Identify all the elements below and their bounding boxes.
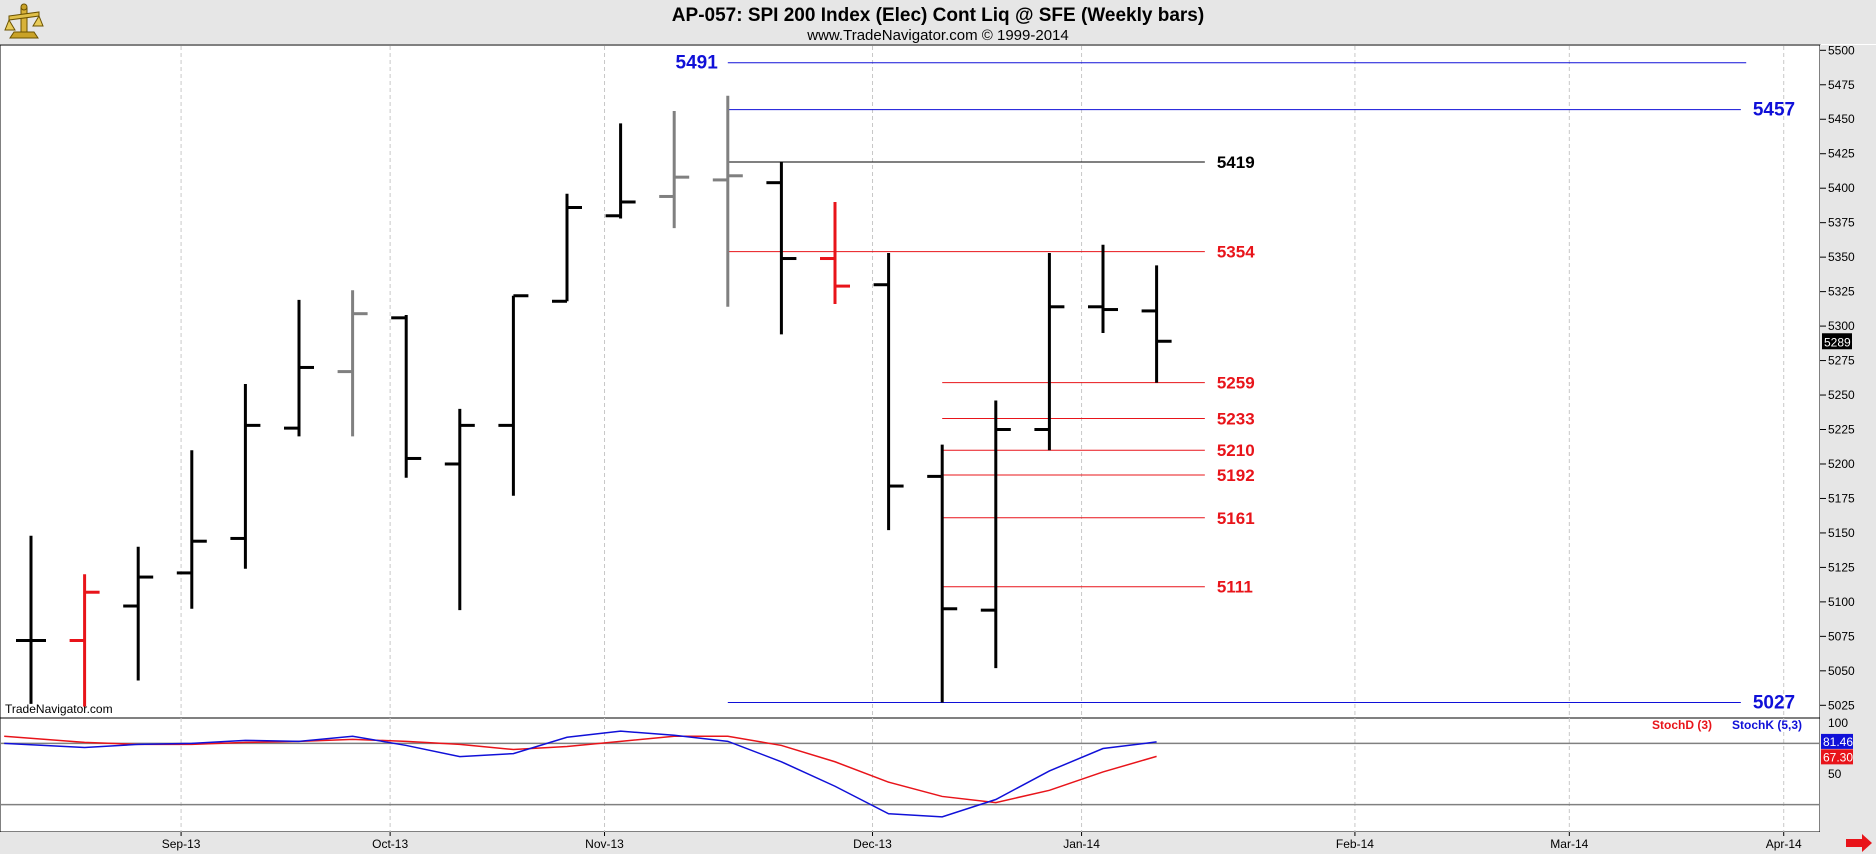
stoch-d-tag-bg (1821, 749, 1853, 765)
chart-title: AP-057: SPI 200 Index (Elec) Cont Liq @ … (672, 5, 1204, 26)
legend-stoch-k: StochK (5,3) (1732, 718, 1802, 732)
y-axis: 5025 5050 5075 5100 5125 5150 5175 5200 5225 5250… (1820, 43, 1855, 781)
x-tick-label-2: Nov-13 (585, 837, 624, 851)
stoch-y-tick-label-0: 100 (1828, 716, 1848, 730)
y-tick-label-12: 5325 (1828, 285, 1855, 299)
grid-lines (180, 46, 1785, 832)
trade-navigator-logo-icon (4, 3, 44, 39)
ohlc-bar-20 (1088, 244, 1118, 333)
ohlc-bar-15 (820, 201, 850, 305)
scroll-right-arrow-icon[interactable] (1846, 834, 1872, 852)
ohlc-bar-8 (444, 408, 475, 611)
y-tick-label-9: 5250 (1828, 388, 1855, 402)
ohlc-bar-0 (16, 535, 46, 704)
y-tick-label-17: 5450 (1828, 112, 1855, 126)
x-tick-label-0: Sep-13 (162, 837, 201, 851)
y-tick-label-8: 5225 (1828, 423, 1855, 437)
ohlc-bar-6 (337, 290, 368, 437)
y-axis-band (1820, 45, 1876, 832)
ohlc-bar-2 (123, 546, 154, 681)
x-tick-label-7: Apr-14 (1766, 837, 1802, 851)
watermark: TradeNavigator.com (5, 702, 113, 716)
x-axis: Sep-13 Oct-13 Nov-13 Dec-13 Jan-14 Feb-14 Mar-… (162, 832, 1802, 851)
ohlc-bar-1 (69, 574, 100, 707)
ohlc-bar-13 (712, 95, 743, 307)
ohlc-bar-14 (766, 161, 797, 335)
y-tick-label-10: 5275 (1828, 354, 1855, 368)
y-tick-label-0: 5025 (1828, 698, 1855, 712)
stoch-y-tick-label-1: 50 (1828, 767, 1842, 781)
x-tick-label-6: Mar-14 (1550, 837, 1588, 851)
stoch-d-last-tag: 67.30 (1823, 750, 1853, 764)
y-tick-label-16: 5425 (1828, 147, 1855, 161)
price-bars (16, 95, 1172, 707)
y-tick-label-19: 5500 (1828, 43, 1855, 57)
ohlc-bar-18 (980, 400, 1011, 669)
ohlc-bar-11 (605, 123, 636, 219)
level-label-5111: 5111 (1217, 578, 1253, 597)
stoch-k-last-tag: 81.46 (1823, 735, 1853, 749)
y-tick-label-14: 5375 (1828, 216, 1855, 230)
x-tick-label-5: Feb-14 (1336, 837, 1374, 851)
y-tick-label-7: 5200 (1828, 457, 1855, 471)
header-band (0, 0, 1876, 44)
stochastic-lines (0, 730, 1820, 818)
level-label-5354: 5354 (1217, 243, 1255, 262)
level-label-5027: 5027 (1753, 693, 1795, 714)
x-tick-label-1: Oct-13 (372, 837, 408, 851)
ohlc-bar-12 (659, 110, 690, 229)
ohlc-bar-3 (176, 450, 207, 609)
last-price-tag-bg (1822, 333, 1852, 350)
level-label-5192: 5192 (1217, 466, 1255, 485)
y-tick-label-15: 5400 (1828, 181, 1855, 195)
y-tick-label-2: 5075 (1828, 629, 1855, 643)
legend-stoch-d: StochD (3) (1652, 718, 1712, 732)
level-label-5233: 5233 (1217, 409, 1255, 428)
chart-subtitle: www.TradeNavigator.com © 1999-2014 (806, 27, 1068, 44)
stoch-k-tag-bg (1821, 733, 1853, 749)
y-tick-label-3: 5100 (1828, 595, 1855, 609)
ohlc-bar-4 (230, 384, 261, 569)
ohlc-bar-7 (391, 315, 422, 478)
level-label-5419: 5419 (1217, 153, 1255, 172)
y-tick-label-4: 5125 (1828, 560, 1855, 574)
y-tick-label-11: 5300 (1828, 319, 1855, 333)
y-tick-label-1: 5050 (1828, 664, 1855, 678)
stoch-k-line (4, 730, 1157, 818)
ohlc-bar-5 (284, 299, 314, 437)
stoch-d-line (4, 735, 1157, 804)
y-tick-label-13: 5350 (1828, 250, 1855, 264)
ohlc-bar-21 (1141, 265, 1172, 383)
ohlc-bar-10 (552, 193, 582, 303)
level-label-5491: 5491 (676, 53, 719, 74)
price-levels: 5491 5457 5419 5354 5259 5233 5210 5192 5161 5111… (676, 53, 1796, 714)
y-tick-label-18: 5475 (1828, 78, 1855, 92)
ohlc-bar-19 (1034, 253, 1065, 451)
stochastic-panel (0, 717, 1821, 833)
ohlc-bar-9 (498, 294, 529, 496)
y-tick-label-6: 5175 (1828, 491, 1855, 505)
last-price-tag: 5289 (1824, 335, 1851, 349)
level-label-5210: 5210 (1217, 441, 1255, 460)
level-label-5259: 5259 (1217, 374, 1255, 393)
x-tick-label-4: Jan-14 (1063, 837, 1100, 851)
x-tick-label-3: Dec-13 (853, 837, 892, 851)
ohlc-bar-17 (927, 444, 958, 703)
x-axis-band (0, 832, 1876, 854)
price-panel (0, 44, 1821, 719)
level-label-5457: 5457 (1753, 100, 1795, 121)
level-label-5161: 5161 (1217, 509, 1255, 528)
y-tick-label-5: 5150 (1828, 526, 1855, 540)
ohlc-bar-16 (873, 253, 904, 531)
